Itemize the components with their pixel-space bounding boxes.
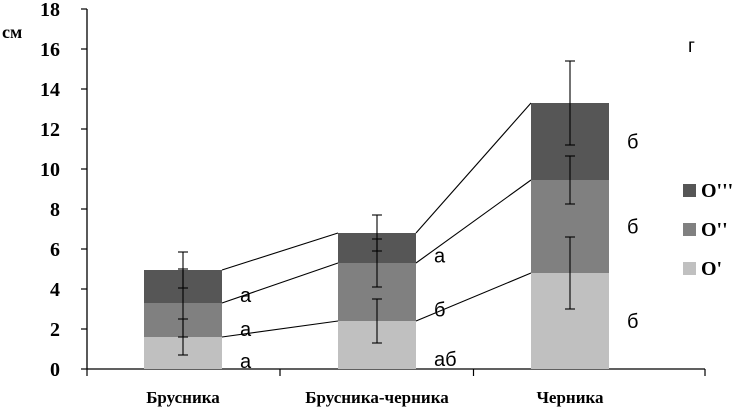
legend-swatch [683,262,696,275]
significance-label: а [240,319,252,341]
significance-label: а [434,246,446,268]
category-label: Брусника [146,388,220,407]
category-labels: Брусника Брусника-черника Черника [146,388,604,407]
connector-line [415,179,532,264]
y-tick-label: 12 [40,119,60,141]
legend-label: O'' [701,219,728,241]
legend: O''' O'' O' [683,180,733,280]
legend-label: O' [701,258,722,280]
significance-label: аб [434,349,457,371]
connector-lines [221,102,532,338]
panel-label: г [688,36,695,57]
significance-label: б [627,311,638,333]
error-bars [178,60,575,356]
significance-label: б [434,299,445,321]
legend-label: O''' [701,180,733,202]
significance-label: а [240,285,252,307]
y-tick-label: 18 [40,0,60,21]
y-tick-label: 0 [50,359,60,381]
y-tick-label: 10 [40,159,60,181]
connector-line [415,272,532,322]
legend-swatch [683,223,696,236]
y-unit-label: см [2,22,22,42]
connector-line [221,320,339,338]
y-tick-label: 6 [50,239,60,261]
significance-label: б [627,132,638,154]
y-tick-label: 16 [40,39,60,61]
bars [144,103,609,369]
category-label: Черника [536,388,604,407]
connector-line [221,232,339,271]
connector-line [221,262,339,304]
significance-label: б [627,217,638,239]
y-tick-label: 14 [40,79,60,101]
category-label: Брусника-черника [305,388,449,407]
y-tick-label: 4 [50,279,60,301]
y-tick-label: 2 [50,319,60,341]
significance-label: а [240,351,252,373]
y-tick-label: 8 [50,199,60,221]
legend-swatch [683,184,696,197]
connector-line [415,102,532,234]
